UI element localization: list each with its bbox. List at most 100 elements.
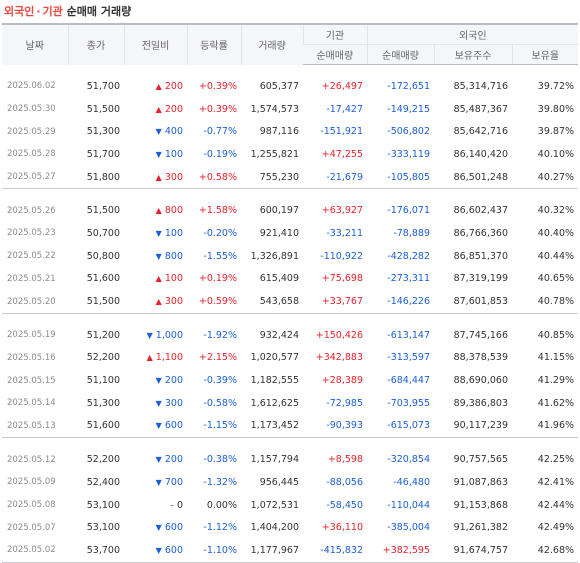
change-value: 100 <box>164 148 183 160</box>
cell-change: ▼ 300 <box>124 392 187 415</box>
cell-shares-held: 88,378,539 <box>453 352 508 364</box>
cell-holding-ratio: 40.78% <box>537 296 575 308</box>
table-row: 2025.05.22 50,800 ▼ 800 -1.55% 1,326,891 -110… <box>2 245 578 268</box>
cell-rate: -1.15% <box>203 420 237 432</box>
cell-institution-net: -90,393 <box>326 420 363 432</box>
title-foreign: 외국인 <box>4 5 35 18</box>
cell-close: 52,200 <box>86 352 120 364</box>
cell-institution-net: -415,832 <box>303 539 367 563</box>
cell-volume: 543,658 <box>259 296 299 308</box>
cell-institution-net: -21,679 <box>326 171 363 183</box>
cell-foreign-net: -78,889 <box>393 227 430 239</box>
cell-change: ▲ 800 <box>124 199 187 222</box>
change-value: 700 <box>164 476 183 488</box>
cell-shares-held: 87,745,166 <box>453 329 508 341</box>
cell-institution-net: +150,426 <box>315 329 363 341</box>
cell-volume: 1,177,967 <box>241 539 303 563</box>
cell-rate: 0.00% <box>206 499 237 511</box>
cell-rate: +0.19% <box>198 273 237 285</box>
table-row: 2025.05.07 53,100 ▼ 600 -1.12% 1,404,200 +36,… <box>2 516 578 539</box>
cell-institution-net: -110,922 <box>320 250 363 262</box>
cell-rate: -0.77% <box>203 126 237 138</box>
cell-date: 2025.05.08 <box>7 500 56 511</box>
cell-institution-net: -33,211 <box>326 227 363 239</box>
cell-volume: 1,255,821 <box>250 148 299 160</box>
cell-holding-ratio: 40.27% <box>537 171 575 183</box>
cell-change: ▲ 200 <box>124 98 187 121</box>
change-value: 200 <box>164 80 183 92</box>
cell-volume: 600,197 <box>259 205 299 217</box>
cell-holding-ratio: 40.65% <box>537 273 575 285</box>
cell-institution-net: +75,698 <box>321 273 363 285</box>
header-change: 전일비 <box>123 23 187 65</box>
change-value: 600 <box>164 522 183 534</box>
cell-date: 2025.05.29 <box>7 126 56 137</box>
cell-close: 51,700 <box>86 80 120 92</box>
cell-close: 51,700 <box>86 148 120 160</box>
table-row: 2025.05.09 52,400 ▼ 700 -1.32% 956,445 -88,05… <box>2 471 578 494</box>
cell-rate: -0.58% <box>203 397 237 409</box>
cell-date: 2025.05.22 <box>7 251 56 262</box>
change-value: 100 <box>164 227 183 239</box>
cell-foreign-net: -506,802 <box>387 126 430 138</box>
cell-rate: -1.32% <box>203 476 237 488</box>
arrow-down-icon: ▼ <box>155 251 162 261</box>
cell-institution-net: -151,921 <box>320 126 363 138</box>
cell-close: 51,100 <box>86 375 120 387</box>
header-close: 종가 <box>67 23 124 65</box>
cell-close: 53,100 <box>86 499 120 511</box>
table-row: 2025.05.29 51,300 ▼ 400 -0.77% 987,116 -151,9… <box>2 120 578 143</box>
header-foreign-group: 외국인 <box>366 23 579 45</box>
cell-holding-ratio: 41.29% <box>537 375 575 387</box>
arrow-up-icon: ▲ <box>155 81 162 91</box>
arrow-down-icon: ▼ <box>155 477 162 487</box>
change-value: 300 <box>164 397 183 409</box>
cell-shares-held: 85,642,716 <box>453 126 508 138</box>
cell-date: 2025.05.02 <box>2 539 68 563</box>
cell-rate: -0.39% <box>203 375 237 387</box>
cell-foreign-net: -110,044 <box>387 499 430 511</box>
cell-holding-ratio: 42.44% <box>537 499 575 511</box>
group-spacer <box>2 312 579 324</box>
group-spacer-cell <box>2 437 579 449</box>
cell-volume: 921,410 <box>259 227 299 239</box>
header-foreign-net: 순매매량 <box>366 44 434 65</box>
cell-shares-held: 91,261,382 <box>453 522 508 534</box>
change-value: 300 <box>164 296 183 308</box>
cell-institution-net: +33,767 <box>321 296 363 308</box>
cell-holding-ratio: 42.68% <box>512 539 579 563</box>
arrow-up-icon: ▲ <box>155 297 162 307</box>
cell-shares-held: 88,690,060 <box>453 375 508 387</box>
arrow-down-icon: ▼ <box>155 398 162 408</box>
title-institution: 기관 <box>42 5 63 18</box>
cell-foreign-net: -333,119 <box>387 148 430 160</box>
cell-holding-ratio: 42.25% <box>537 454 575 466</box>
cell-close: 51,600 <box>86 420 120 432</box>
cell-institution-net: +342,883 <box>315 352 363 364</box>
change-value: 1,000 <box>155 329 183 341</box>
table-row: 2025.05.08 53,100 – 0 0.00% 1,072,531 -58,450… <box>2 494 578 517</box>
header-date: 날짜 <box>2 23 68 65</box>
table-row: 2025.05.13 51,600 ▼ 600 -1.15% 1,173,452 -90,… <box>2 415 578 438</box>
cell-volume: 1,612,625 <box>250 397 299 409</box>
cell-foreign-net: -703,955 <box>387 397 430 409</box>
cell-close: 52,400 <box>86 476 120 488</box>
change-value: 1,100 <box>155 352 183 364</box>
cell-close: 53,100 <box>86 522 120 534</box>
change-value: 200 <box>164 454 183 466</box>
cell-shares-held: 85,314,716 <box>453 80 508 92</box>
cell-shares-held: 86,501,248 <box>453 171 508 183</box>
cell-institution-net: +8,598 <box>327 454 363 466</box>
cell-rate: +0.59% <box>198 296 237 308</box>
cell-foreign-net: -149,215 <box>387 103 430 115</box>
cell-rate: -0.20% <box>203 227 237 239</box>
cell-close: 51,500 <box>86 296 120 308</box>
cell-foreign-net: -613,147 <box>387 329 430 341</box>
cell-foreign-net: -105,805 <box>387 171 430 183</box>
cell-rate: +1.58% <box>198 205 237 217</box>
cell-date: 2025.05.14 <box>7 398 56 409</box>
trading-volume-table: 날짜 종가 전일비 등락률 거래량 기관 외국인 순매매량 순매매량 보유주수 … <box>2 23 579 563</box>
cell-volume: 1,574,573 <box>250 103 299 115</box>
cell-volume: 987,116 <box>259 126 299 138</box>
cell-close: 51,500 <box>86 103 120 115</box>
